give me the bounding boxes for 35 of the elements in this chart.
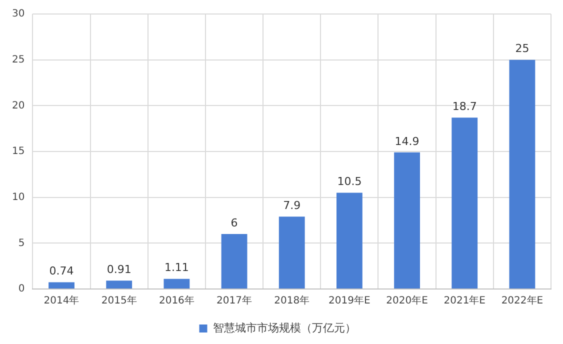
y-tick-label: 10 <box>12 192 25 203</box>
x-tick-label: 2014年 <box>44 294 80 307</box>
data-label: 1.11 <box>164 261 189 274</box>
bar <box>48 282 74 288</box>
x-tick-label: 2018年 <box>274 294 310 307</box>
y-tick-label: 15 <box>12 146 25 158</box>
data-label: 18.7 <box>452 100 477 113</box>
data-label: 0.91 <box>106 263 132 276</box>
bar <box>278 216 305 288</box>
x-tick-label: 2019年E <box>328 294 370 307</box>
data-label: 7.9 <box>283 198 301 212</box>
x-tick-label: 2022年E <box>501 294 544 307</box>
bar <box>452 118 478 288</box>
x-tick-label: 2017年 <box>216 294 252 307</box>
bar <box>164 278 190 288</box>
bar <box>509 60 536 288</box>
bar <box>221 234 248 288</box>
bar <box>394 152 420 288</box>
data-label: 0.74 <box>49 264 74 278</box>
data-label: 14.9 <box>394 134 420 148</box>
data-label: 10.5 <box>337 175 362 188</box>
bar <box>106 280 132 288</box>
data-label: 6 <box>230 216 238 230</box>
y-tick-label: 0 <box>18 284 25 295</box>
legend-label: 智慧城市市场规模（万亿元） <box>212 321 356 334</box>
x-tick-label: 2021年E <box>444 294 486 307</box>
bar <box>336 192 362 288</box>
x-tick-label: 2015年 <box>101 294 137 307</box>
y-tick-label: 30 <box>12 8 25 20</box>
data-label: 25 <box>515 42 530 56</box>
y-tick-label: 5 <box>18 238 25 249</box>
y-tick-label: 20 <box>12 100 25 112</box>
y-tick-label: 25 <box>12 54 25 66</box>
x-tick-label: 2020年E <box>386 294 428 307</box>
x-tick-label: 2016年 <box>158 294 194 307</box>
